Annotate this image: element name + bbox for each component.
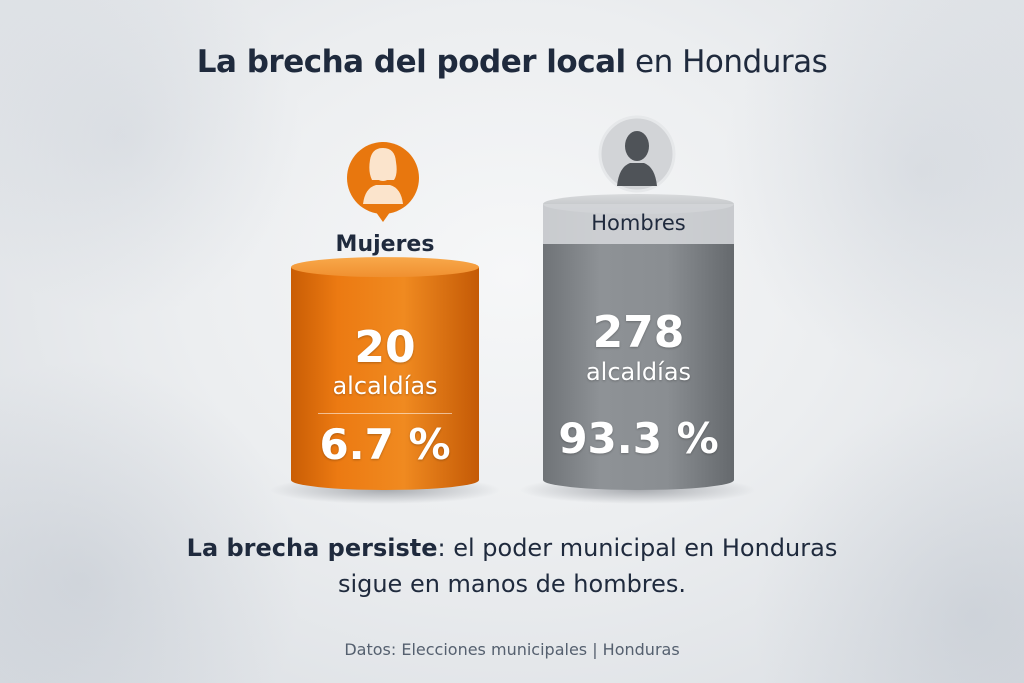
chart-title-bold: La brecha del poder local [196,44,626,80]
category-label-mujeres: Mujeres [335,232,435,257]
man-avatar-icon [598,115,676,193]
summary-line1: : el poder municipal en Honduras [437,534,838,562]
unit-label-hombres: alcaldías [585,358,692,386]
category-label-hombres: Hombres [591,211,686,235]
summary-line2: sigue en manos de hombres. [337,570,687,598]
chart-title-rest: en Honduras [635,44,828,80]
men-bar-body [543,204,734,490]
summary-text: La brecha persiste: el poder municipal e… [0,530,1024,602]
women-bar-top [291,257,479,278]
women-divider [318,413,452,414]
chart-title: La brecha del poder local en Honduras [0,44,1024,80]
value-label-hombres: 278 [592,307,685,358]
woman-avatar-icon [347,142,419,222]
source-note: Datos: Elecciones municipales | Honduras [344,640,680,659]
percent-label-hombres: 93.3 % [558,414,719,463]
unit-label-mujeres: alcaldías [332,372,438,400]
bar-hombres [543,194,734,490]
value-label-mujeres: 20 [354,322,416,373]
women-bar-body [291,267,479,490]
men-label-band [543,204,734,244]
bar-mujeres [291,257,479,490]
percent-label-mujeres: 6.7 % [319,420,451,469]
summary-lead: La brecha persiste [186,534,438,562]
